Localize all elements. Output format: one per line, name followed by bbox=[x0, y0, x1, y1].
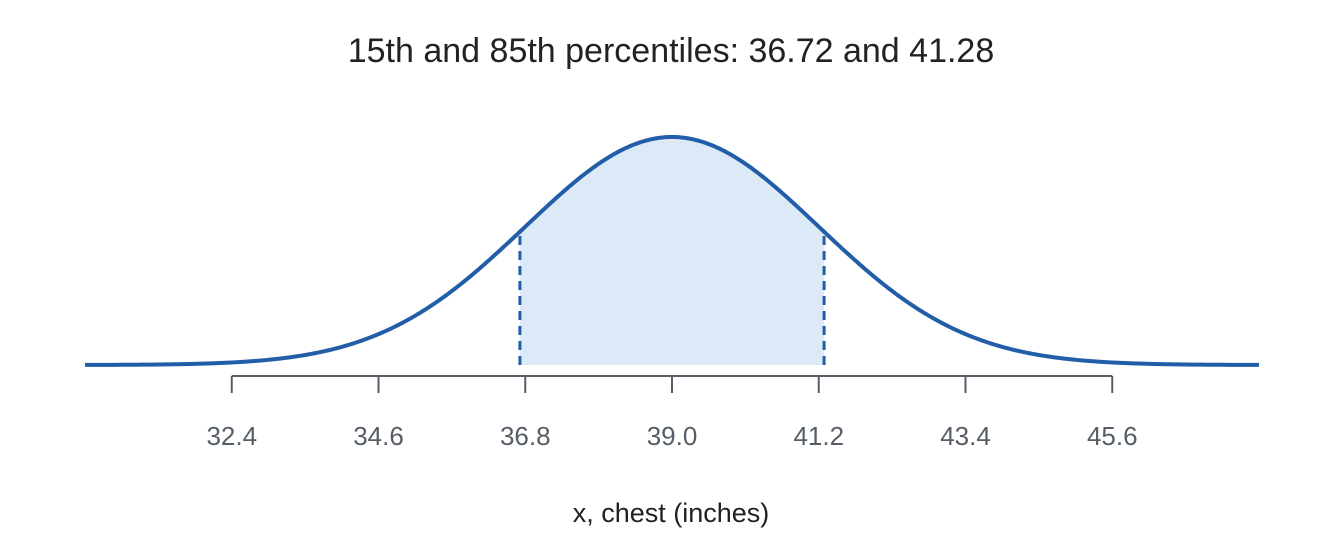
x-tick-label: 41.2 bbox=[793, 421, 844, 451]
chart-title: 15th and 85th percentiles: 36.72 and 41.… bbox=[348, 32, 995, 70]
x-axis-ticks: 32.4 34.6 36.8 39.0 41.2 43.4 45.6 bbox=[206, 376, 1138, 451]
x-tick-label: 43.4 bbox=[940, 421, 991, 451]
x-tick-label: 32.4 bbox=[206, 421, 257, 451]
x-tick-label: 39.0 bbox=[647, 421, 698, 451]
shaded-area bbox=[519, 137, 825, 365]
density-curve bbox=[85, 134, 1259, 367]
x-axis-label: x, chest (inches) bbox=[573, 498, 770, 528]
x-tick-label: 36.8 bbox=[500, 421, 551, 451]
x-tick-label: 34.6 bbox=[353, 421, 404, 451]
x-tick-label: 45.6 bbox=[1087, 421, 1138, 451]
